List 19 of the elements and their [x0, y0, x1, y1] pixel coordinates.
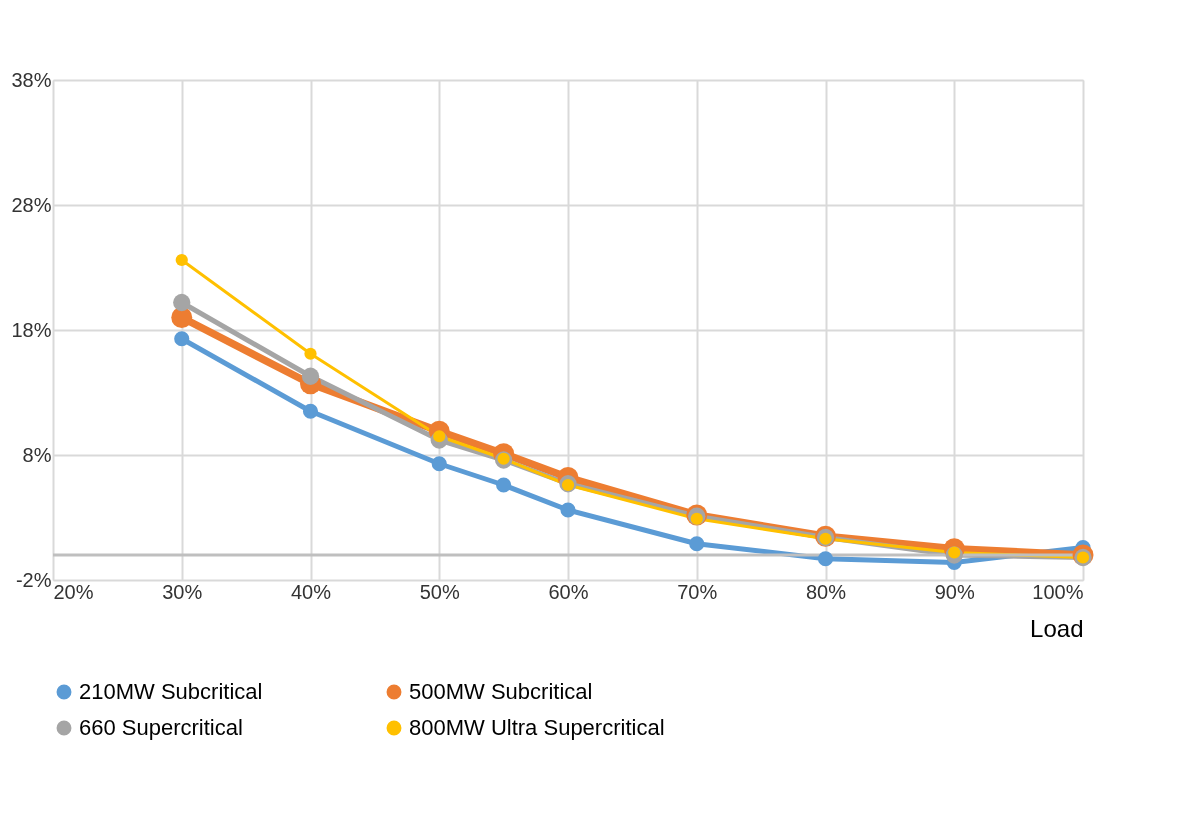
- x-tick-label: 100%: [1032, 580, 1084, 603]
- x-axis-title: Load: [1030, 614, 1084, 642]
- legend-label: 800MW Ultra Supercritical: [409, 715, 665, 740]
- x-tick-label: 70%: [677, 580, 718, 603]
- x-tick-label: 30%: [162, 580, 203, 603]
- legend-label: 500MW Subcritical: [409, 679, 593, 704]
- x-tick-label: 90%: [934, 580, 975, 603]
- legend-label: 210MW Subcritical: [79, 679, 263, 704]
- x-tick-label: 40%: [290, 580, 332, 603]
- y-tick-label: -2%: [15, 568, 52, 591]
- legend-label: 660 Supercritical: [79, 715, 243, 740]
- y-tick-label: 8%: [22, 443, 52, 466]
- x-tick-label: 80%: [805, 580, 847, 603]
- y-tick-label: 18%: [11, 318, 52, 341]
- y-tick-label: 28%: [11, 193, 52, 216]
- x-tick-label: 20%: [53, 580, 94, 603]
- x-tick-label: 50%: [419, 580, 460, 603]
- y-tick-label: 38%: [11, 68, 52, 91]
- x-tick-label: 60%: [548, 580, 589, 603]
